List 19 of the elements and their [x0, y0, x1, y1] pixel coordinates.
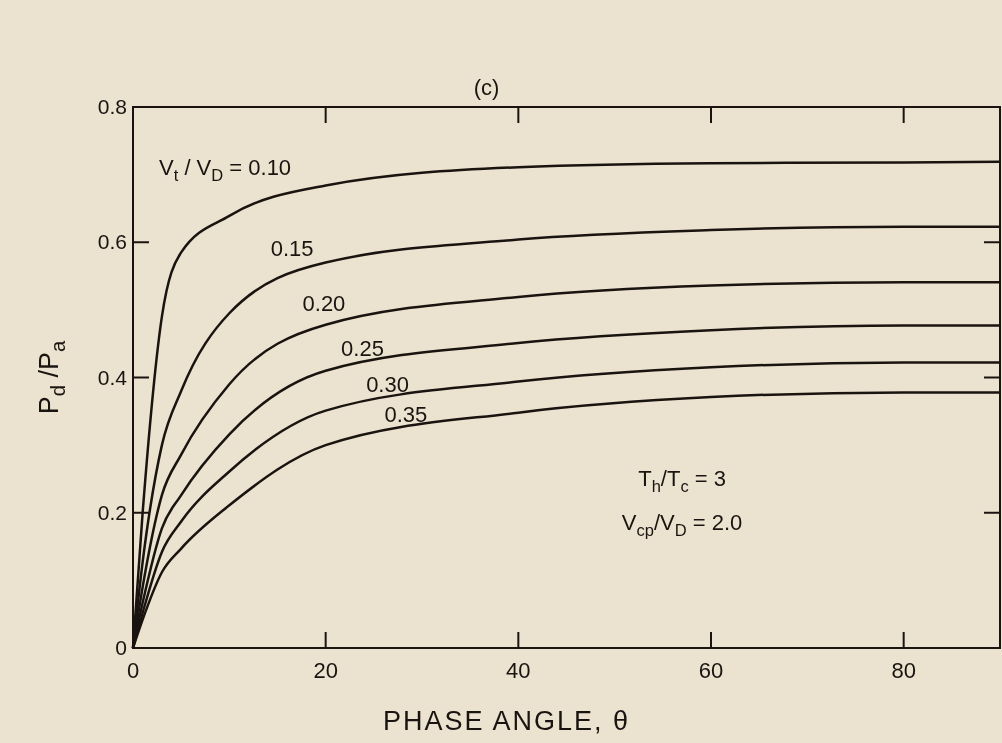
x-tick-label: 40: [506, 658, 531, 683]
series-label: 0.20: [302, 290, 346, 316]
y-tick-label: 0.2: [97, 500, 127, 524]
series-label: 0.25: [341, 335, 384, 361]
x-tick-label: 80: [891, 658, 916, 683]
series-label: 0.15: [270, 235, 314, 261]
series-label: V$_{t}$ / V$_{D}$ = 0.10: [159, 154, 292, 184]
x-axis-title: PHASE ANGLE, θ: [382, 706, 631, 736]
series-label: 0.35: [384, 402, 428, 428]
x-tick-label: 20: [313, 658, 338, 683]
x-tick-label: 60: [698, 658, 724, 683]
y-tick-label: 0.6: [97, 230, 127, 254]
series-label: 0.30: [366, 371, 409, 397]
annotation: T$_{h}$/T$_{c}$ = 3: [638, 465, 726, 495]
annotation: V$_{cp}$/V$_{D}$ = 2.0: [621, 509, 743, 539]
chart-title: (c): [473, 75, 500, 100]
y-tick-label: 0.8: [97, 95, 127, 118]
y-tick-label: 0: [115, 636, 127, 659]
y-tick-label: 0.4: [97, 365, 128, 389]
